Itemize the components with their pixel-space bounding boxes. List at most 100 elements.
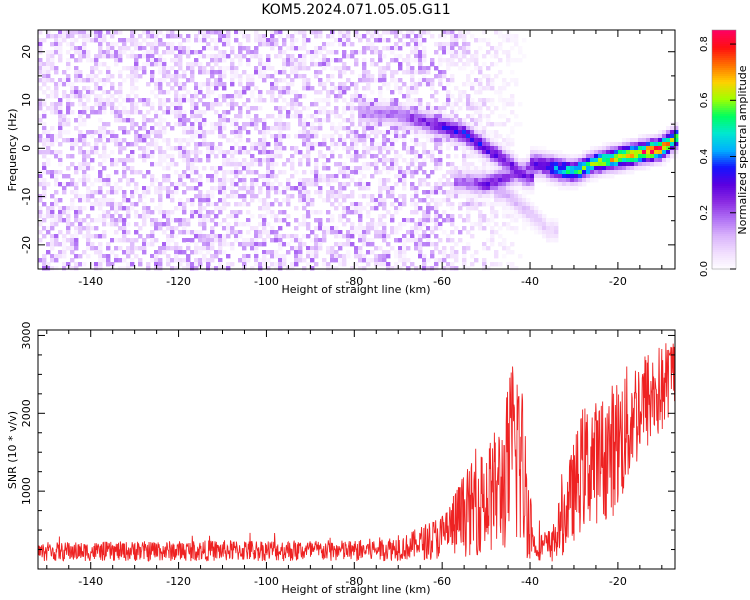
spectrogram-cell xyxy=(422,210,427,215)
spectrogram-cell xyxy=(294,110,299,115)
spectrogram-cell xyxy=(70,238,75,243)
spectrogram-cell xyxy=(310,258,315,263)
spectrogram-cell xyxy=(94,142,99,147)
spectrogram-cell xyxy=(102,146,107,151)
spectrogram-cell xyxy=(274,162,279,167)
spectrogram-cell xyxy=(498,58,503,63)
spectrogram-cell xyxy=(38,182,43,187)
spectrogram-cell xyxy=(114,238,119,243)
spectrogram-cell xyxy=(246,130,251,135)
spectrogram-cell xyxy=(610,174,615,179)
spectrogram-cell xyxy=(194,230,199,235)
spectrogram-cell xyxy=(346,250,351,255)
spectrogram-cell xyxy=(210,82,215,87)
spectrogram-cell xyxy=(194,146,199,151)
spectrogram-cells xyxy=(38,30,679,271)
spectrogram-cell xyxy=(346,210,351,215)
spectrogram-cell xyxy=(122,46,127,51)
spectrogram-cell xyxy=(374,130,379,135)
spectrogram-cell xyxy=(526,158,531,163)
spectrogram-cell xyxy=(126,210,131,215)
spectrogram-cell xyxy=(98,102,103,107)
spectrogram-cell xyxy=(362,254,367,259)
spectrogram-cell xyxy=(398,194,403,199)
spectrogram-cell xyxy=(282,114,287,119)
spectrogram-cell xyxy=(410,82,415,87)
spectrogram-cell xyxy=(442,50,447,55)
spectrogram-cell xyxy=(454,38,459,43)
spectrogram-cell xyxy=(250,90,255,95)
spectrogram-cell xyxy=(342,106,347,111)
spectrogram-cell xyxy=(434,110,439,115)
spectrogram-cell xyxy=(334,126,339,131)
spectrogram-cell xyxy=(502,254,507,259)
spectrogram-cell xyxy=(362,242,367,247)
spectrogram-cell xyxy=(422,182,427,187)
spectrogram-cell xyxy=(370,90,375,95)
spectrogram-cell xyxy=(546,162,551,167)
spectrogram-cell xyxy=(550,218,555,223)
spectrogram-cell xyxy=(538,146,543,151)
spectrogram-cell xyxy=(182,74,187,79)
spectrogram-cell xyxy=(106,30,111,35)
spectrogram-cell xyxy=(406,230,411,235)
spectrogram-cell xyxy=(246,186,251,191)
spectrogram-cell xyxy=(178,62,183,67)
spectrogram-cell xyxy=(46,142,51,147)
spectrogram-cell xyxy=(174,94,179,99)
spectrogram-cell xyxy=(510,226,515,231)
spectrogram-cell xyxy=(258,214,263,219)
spectrogram-cell xyxy=(70,178,75,183)
spectrogram-cell xyxy=(230,98,235,103)
spectrogram-cell xyxy=(50,210,55,215)
spectrogram-cell xyxy=(350,146,355,151)
spectrogram-cell xyxy=(154,130,159,135)
spectrogram-cell xyxy=(606,170,611,175)
spectrogram-cell xyxy=(494,250,499,255)
spectrogram-cell xyxy=(542,170,547,175)
spectrogram-cell xyxy=(402,70,407,75)
spectrogram-cell xyxy=(422,114,427,119)
spectrogram-cell xyxy=(386,66,391,71)
spectrogram-cell xyxy=(274,266,279,271)
spectrogram-cell xyxy=(334,94,339,99)
spectrogram-cell xyxy=(46,138,51,143)
spectrogram-cell xyxy=(434,142,439,147)
spectrogram-cell xyxy=(290,162,295,167)
spectrogram-cell xyxy=(262,158,267,163)
spectrogram-cell xyxy=(326,262,331,267)
spectrogram-cell xyxy=(150,230,155,235)
spectrogram-cell xyxy=(302,202,307,207)
spectrogram-cell xyxy=(114,42,119,47)
spectrogram-cell xyxy=(118,214,123,219)
spectrogram-cell xyxy=(514,34,519,39)
spectrogram-cell xyxy=(278,90,283,95)
spectrogram-cell xyxy=(518,170,523,175)
spectrogram-cell xyxy=(286,242,291,247)
spectrogram-cell xyxy=(174,82,179,87)
spectrogram-cell xyxy=(466,134,471,139)
spectrogram-cell xyxy=(266,130,271,135)
spectrogram-cell xyxy=(426,114,431,119)
spectrogram-cell xyxy=(518,50,523,55)
spectrogram-cell xyxy=(446,102,451,107)
spectrogram-cell xyxy=(474,174,479,179)
colorbar-band xyxy=(712,174,736,177)
spectrogram-cell xyxy=(82,218,87,223)
spectrogram-cell xyxy=(110,214,115,219)
spectrogram-cell xyxy=(210,58,215,63)
spectrogram-cell xyxy=(54,66,59,71)
spectrogram-cell xyxy=(438,74,443,79)
spectrogram-cell xyxy=(458,146,463,151)
spectrogram-cell xyxy=(358,98,363,103)
spectrogram-cell xyxy=(446,138,451,143)
spectrogram-cell xyxy=(314,210,319,215)
spectrogram-cell xyxy=(466,162,471,167)
spectrogram-cell xyxy=(526,206,531,211)
spectrogram-cell xyxy=(502,166,507,171)
colorbar-band xyxy=(712,112,736,115)
spectrogram-cell xyxy=(186,166,191,171)
spectrogram-cell xyxy=(366,30,371,35)
spectrogram-cell xyxy=(134,78,139,83)
spectrogram-cell xyxy=(326,78,331,83)
